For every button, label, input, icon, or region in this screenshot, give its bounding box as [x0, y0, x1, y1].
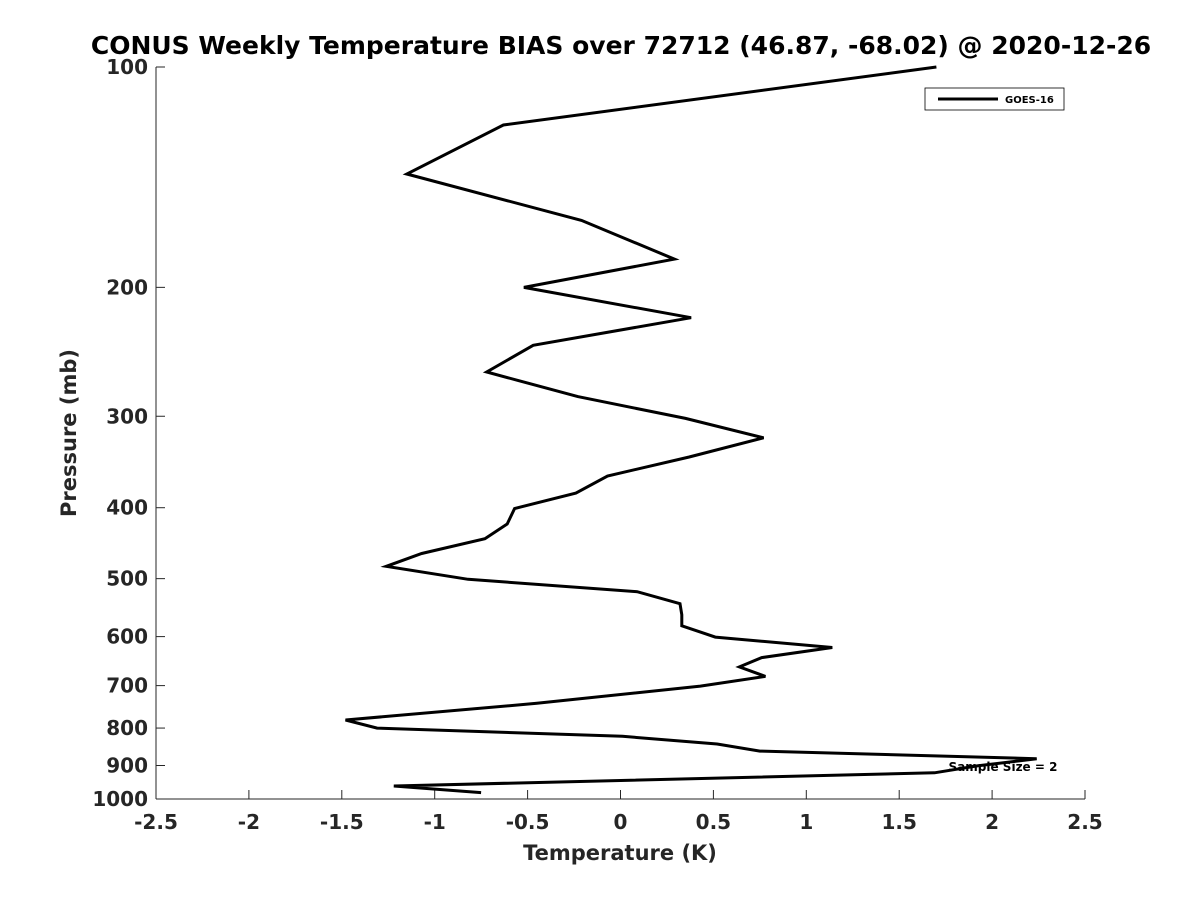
x-tick-label: 2	[985, 810, 999, 834]
y-tick-label: 1000	[92, 787, 148, 811]
y-axis-ticks: 100 200 300 400 500 600 700 800 900 1000	[92, 55, 165, 811]
x-tick-label: 1	[799, 810, 813, 834]
chart-title: CONUS Weekly Temperature BIAS over 72712…	[91, 31, 1151, 60]
x-tick-label: -2.5	[134, 810, 178, 834]
y-tick-label: 300	[106, 404, 148, 428]
x-tick-label: -2	[238, 810, 260, 834]
x-tick-label: 1.5	[881, 810, 916, 834]
y-tick-label: 100	[106, 55, 148, 79]
x-axis-ticks: -2.5 -2 -1.5 -1 -0.5 0 0.5 1 1.5 2 2.5	[134, 790, 1103, 834]
legend-entry-goes-16: GOES-16	[1005, 95, 1054, 106]
x-tick-label: 0	[614, 810, 628, 834]
x-tick-label: 2.5	[1067, 810, 1102, 834]
y-tick-label: 500	[106, 567, 148, 591]
sample-size-annotation: Sample Size = 2	[949, 760, 1058, 774]
x-tick-label: -1	[424, 810, 446, 834]
y-tick-label: 800	[106, 716, 148, 740]
y-tick-label: 200	[106, 275, 148, 299]
series-line-goes-16	[345, 65, 1037, 795]
x-tick-label: 0.5	[696, 810, 731, 834]
x-tick-label: -0.5	[506, 810, 550, 834]
y-tick-label: 600	[106, 625, 148, 649]
y-tick-label: 700	[106, 674, 148, 698]
x-axis-label: Temperature (K)	[523, 841, 717, 865]
x-tick-label: -1.5	[320, 810, 364, 834]
plot-area	[156, 67, 1085, 799]
y-tick-label: 900	[106, 754, 148, 778]
legend: GOES-16	[924, 87, 1065, 111]
y-tick-label: 400	[106, 496, 148, 520]
series-points	[346, 67, 1037, 793]
y-axis-label: Pressure (mb)	[57, 349, 81, 517]
